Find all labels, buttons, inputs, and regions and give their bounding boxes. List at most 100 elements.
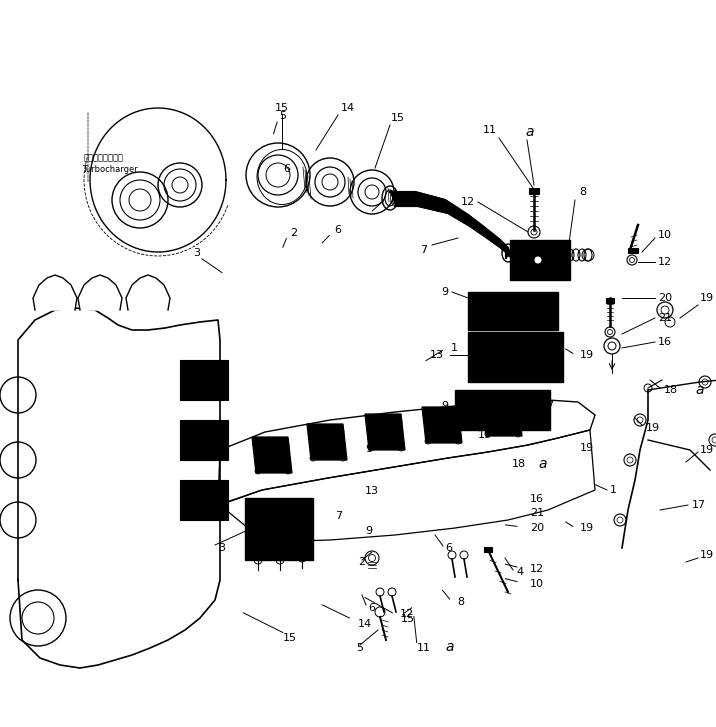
Text: 6: 6	[334, 225, 342, 235]
Text: 10: 10	[658, 230, 672, 240]
Text: 4: 4	[516, 567, 523, 577]
Bar	[516, 299, 544, 323]
Polygon shape	[218, 400, 595, 505]
Text: 5: 5	[356, 643, 363, 653]
Text: 11: 11	[417, 643, 431, 654]
Text: a: a	[526, 125, 534, 139]
Text: 20: 20	[658, 293, 672, 303]
Bar	[455, 390, 550, 430]
Text: a: a	[538, 457, 547, 471]
Text: 17: 17	[692, 500, 706, 510]
Text: 6: 6	[284, 164, 291, 174]
Polygon shape	[390, 192, 510, 258]
Bar	[510, 240, 570, 280]
Bar	[468, 332, 563, 382]
Bar	[180, 420, 228, 460]
Polygon shape	[307, 424, 347, 460]
Text: 14: 14	[341, 103, 355, 113]
Bar	[465, 397, 493, 423]
Text: 8: 8	[457, 597, 464, 607]
Text: 20: 20	[530, 523, 544, 533]
Text: Turbocharger: Turbocharger	[82, 165, 137, 174]
Polygon shape	[373, 420, 397, 444]
Polygon shape	[422, 407, 462, 443]
Text: 2: 2	[358, 557, 365, 567]
Text: 19: 19	[700, 550, 714, 560]
Circle shape	[365, 185, 379, 199]
Polygon shape	[90, 108, 226, 252]
Text: 15: 15	[275, 103, 289, 113]
Text: 19: 19	[580, 443, 594, 453]
Polygon shape	[220, 430, 595, 542]
Text: 9: 9	[365, 526, 372, 536]
Text: 15: 15	[401, 614, 415, 624]
Polygon shape	[33, 275, 77, 310]
Text: 14: 14	[358, 619, 372, 629]
Text: 12: 12	[461, 197, 475, 207]
Text: 6: 6	[368, 603, 375, 613]
Text: 19: 19	[646, 423, 660, 433]
Polygon shape	[18, 308, 220, 668]
Text: a: a	[696, 383, 705, 397]
Text: 13: 13	[430, 350, 444, 360]
Text: 8: 8	[579, 187, 586, 197]
Bar	[529, 188, 539, 194]
Text: 21: 21	[658, 313, 672, 323]
Text: 11: 11	[483, 125, 497, 135]
Bar	[628, 248, 638, 253]
Text: 4: 4	[390, 190, 397, 200]
Circle shape	[266, 163, 290, 187]
Text: 15: 15	[391, 113, 405, 123]
Text: 9: 9	[365, 444, 372, 454]
Text: 1: 1	[451, 342, 458, 353]
Text: 19: 19	[700, 293, 714, 303]
Text: 1: 1	[610, 485, 617, 495]
Text: 2: 2	[290, 228, 297, 238]
Text: 10: 10	[530, 579, 544, 589]
Bar	[282, 514, 298, 542]
Bar	[190, 428, 218, 454]
Text: 19: 19	[700, 445, 714, 455]
Text: 12: 12	[400, 609, 414, 619]
Bar	[468, 292, 558, 330]
Circle shape	[534, 256, 542, 264]
Text: 16: 16	[530, 494, 544, 504]
Text: 16: 16	[658, 337, 672, 347]
Text: 13: 13	[365, 486, 379, 496]
Bar	[478, 299, 506, 323]
Polygon shape	[126, 275, 170, 310]
Text: 9: 9	[441, 287, 448, 297]
Polygon shape	[78, 275, 122, 310]
Text: 9: 9	[441, 401, 448, 411]
Text: 17: 17	[541, 401, 556, 411]
Text: 19: 19	[580, 523, 594, 533]
Bar	[190, 488, 218, 514]
Circle shape	[322, 174, 338, 190]
Circle shape	[172, 177, 188, 193]
Text: 12: 12	[530, 563, 544, 574]
Bar	[260, 514, 276, 542]
Text: 19: 19	[580, 350, 594, 360]
Polygon shape	[482, 400, 522, 436]
Bar	[507, 397, 535, 423]
Text: 7: 7	[335, 511, 342, 521]
Bar	[245, 498, 313, 560]
Text: 18: 18	[512, 459, 526, 469]
Bar	[190, 368, 218, 394]
Bar	[255, 508, 303, 550]
Text: 3: 3	[193, 248, 200, 258]
Text: 5: 5	[279, 111, 286, 121]
Bar	[606, 298, 614, 303]
Bar	[180, 480, 228, 520]
Polygon shape	[315, 430, 339, 454]
Text: a: a	[445, 640, 454, 654]
Bar	[518, 248, 562, 272]
Text: 12: 12	[658, 257, 672, 267]
Polygon shape	[490, 406, 514, 430]
Polygon shape	[260, 443, 284, 467]
Text: 3: 3	[218, 543, 225, 553]
Text: 6: 6	[445, 543, 452, 553]
Text: ターボチャージャ: ターボチャージャ	[84, 153, 124, 162]
Text: 15: 15	[283, 633, 297, 643]
Text: 18: 18	[664, 385, 678, 395]
